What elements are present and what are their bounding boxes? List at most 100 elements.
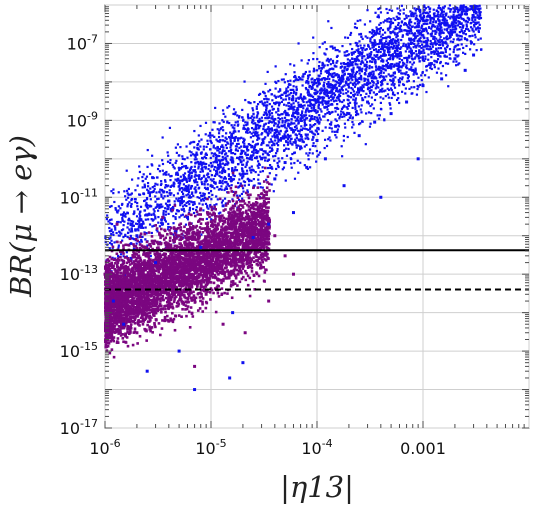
scatter-point-blue	[388, 50, 391, 54]
scatter-point-blue	[439, 6, 442, 10]
scatter-point-blue	[254, 134, 257, 137]
scatter-point-blue	[332, 100, 336, 103]
scatter-point-blue	[237, 156, 240, 160]
scatter-point-blue	[363, 63, 366, 66]
scatter-point-blue	[260, 100, 263, 103]
scatter-point-blue	[388, 20, 391, 23]
scatter-point-blue	[428, 10, 431, 13]
scatter-point-blue	[449, 10, 452, 13]
scatter-point-blue	[476, 16, 479, 19]
scatter-point-blue	[124, 234, 127, 238]
scatter-point-blue	[440, 9, 443, 12]
scatter-point-blue	[181, 166, 184, 169]
scatter-point-blue	[380, 60, 383, 63]
scatter-point-blue	[293, 116, 296, 119]
scatter-point-purple	[156, 253, 160, 257]
scatter-point-blue	[295, 97, 298, 100]
scatter-point-blue	[218, 147, 221, 151]
scatter-point-blue	[154, 182, 157, 185]
scatter-point-blue	[149, 198, 152, 201]
scatter-point-blue	[368, 125, 372, 128]
scatter-point-purple	[132, 245, 136, 248]
scatter-point-blue	[444, 55, 447, 58]
scatter-point-blue	[172, 184, 175, 187]
scatter-point-blue	[161, 205, 164, 208]
scatter-point-blue	[276, 164, 280, 167]
scatter-point-blue	[357, 89, 360, 92]
scatter-point-blue	[405, 16, 408, 19]
scatter-point-blue	[328, 112, 331, 116]
scatter-point-blue	[158, 164, 161, 167]
scatter-point-blue	[424, 74, 427, 77]
scatter-point-blue	[309, 119, 312, 122]
scatter-point-purple	[106, 339, 110, 342]
scatter-point-blue	[295, 109, 298, 112]
scatter-point-blue	[135, 242, 138, 245]
scatter-point-blue	[215, 170, 219, 173]
scatter-point-blue	[183, 172, 187, 175]
scatter-point-blue	[205, 179, 209, 182]
scatter-point-blue	[410, 13, 413, 16]
scatter-point-blue	[133, 210, 136, 213]
scatter-point-blue	[110, 242, 113, 246]
scatter-point-purple	[156, 307, 160, 311]
scatter-point-blue	[222, 120, 225, 123]
scatter-point-blue	[433, 42, 436, 45]
scatter-point-blue	[429, 39, 432, 43]
scatter-point-purple	[180, 291, 184, 294]
scatter-point-blue	[359, 19, 362, 22]
scatter-point-blue	[309, 126, 312, 129]
scatter-point-blue	[365, 65, 368, 69]
scatter-point-blue	[377, 42, 381, 45]
scatter-point-blue	[181, 155, 184, 158]
scatter-point-blue	[143, 186, 146, 189]
scatter-point-blue	[354, 75, 357, 79]
scatter-point-blue	[137, 219, 140, 222]
scatter-point-blue	[194, 191, 197, 194]
scatter-point-blue	[119, 207, 122, 210]
scatter-point-blue	[435, 37, 438, 40]
scatter-point-blue	[162, 197, 165, 200]
scatter-point-blue	[455, 33, 458, 36]
scatter-point-blue	[450, 15, 453, 18]
scatter-point-blue	[427, 14, 430, 18]
scatter-point-blue	[210, 198, 213, 201]
scatter-point-blue	[193, 175, 196, 178]
scatter-point-blue	[438, 20, 441, 23]
scatter-point-blue	[439, 55, 442, 58]
scatter-point-purple	[257, 209, 260, 212]
scatter-point-blue	[229, 131, 232, 134]
scatter-point-blue	[252, 131, 255, 134]
scatter-point-blue	[400, 90, 404, 93]
scatter-point-blue	[471, 29, 474, 32]
scatter-point-blue	[112, 188, 115, 191]
scatter-point-blue	[342, 92, 345, 95]
scatter-point-blue	[300, 114, 303, 118]
scatter-point-blue	[175, 197, 178, 200]
scatter-point-blue	[159, 206, 162, 209]
scatter-point-blue	[330, 26, 333, 30]
scatter-point-blue	[307, 100, 310, 103]
scatter-point-purple	[231, 199, 235, 203]
scatter-point-blue	[280, 78, 283, 81]
scatter-point-blue	[162, 212, 165, 215]
scatter-point-blue	[197, 134, 200, 137]
scatter-point-blue	[422, 29, 425, 33]
scatter-point-blue	[316, 80, 320, 83]
scatter-point-blue	[295, 124, 298, 127]
scatter-point-blue	[375, 50, 378, 53]
scatter-point-blue	[387, 88, 391, 92]
scatter-point-blue	[156, 203, 159, 206]
scatter-point-blue	[400, 65, 403, 68]
scatter-point-blue	[462, 5, 465, 8]
scatter-point-blue	[173, 200, 176, 203]
scatter-point-blue	[297, 129, 300, 132]
scatter-point-blue	[184, 165, 187, 168]
scatter-point-blue	[383, 54, 386, 57]
scatter-point-blue	[283, 136, 286, 139]
scatter-point-blue	[297, 144, 300, 147]
scatter-point-blue	[475, 22, 479, 25]
scatter-point-purple	[120, 258, 124, 262]
scatter-point-blue	[130, 227, 133, 230]
scatter-point-blue	[411, 63, 414, 66]
